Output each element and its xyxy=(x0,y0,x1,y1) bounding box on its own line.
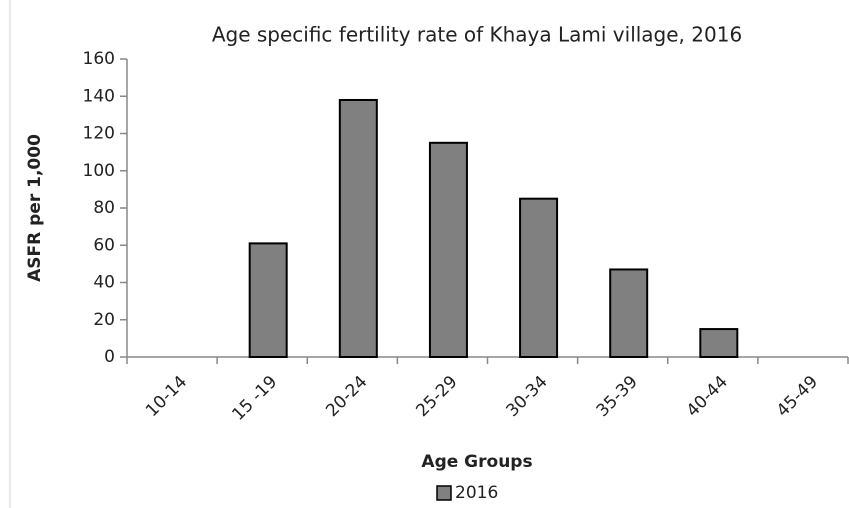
bar xyxy=(699,328,739,358)
x-tick-label: 20-24 xyxy=(322,372,371,421)
x-tick-label: 45-49 xyxy=(773,372,822,421)
x-tick-label: 10-14 xyxy=(142,372,191,421)
x-tick-label: 25-29 xyxy=(412,372,461,421)
bar xyxy=(519,197,559,358)
y-tick-label: 60 xyxy=(93,235,115,255)
x-tick-label: 40-44 xyxy=(683,372,732,421)
bar xyxy=(338,98,378,358)
chart-title: Age specific fertility rate of Khaya Lam… xyxy=(212,23,742,47)
legend-swatch xyxy=(436,485,452,501)
x-tick-label: 15 -19 xyxy=(228,372,281,425)
x-axis-label: Age Groups xyxy=(421,452,532,472)
x-tick-label: 35-39 xyxy=(593,372,642,421)
y-tick-label: 120 xyxy=(83,124,115,144)
y-tick-label: 160 xyxy=(83,49,115,69)
y-tick-label: 20 xyxy=(93,310,115,330)
x-tick-label: 30-34 xyxy=(503,372,552,421)
y-tick-label: 140 xyxy=(83,86,115,106)
y-tick-label: 100 xyxy=(83,161,115,181)
y-tick-label: 80 xyxy=(93,198,115,218)
y-axis-label: ASFR per 1,000 xyxy=(25,134,45,282)
legend-label: 2016 xyxy=(455,483,498,503)
bar xyxy=(609,268,649,358)
bar xyxy=(248,242,288,358)
y-tick-label: 40 xyxy=(93,273,115,293)
bar xyxy=(428,141,468,358)
y-tick-label: 0 xyxy=(104,347,115,367)
